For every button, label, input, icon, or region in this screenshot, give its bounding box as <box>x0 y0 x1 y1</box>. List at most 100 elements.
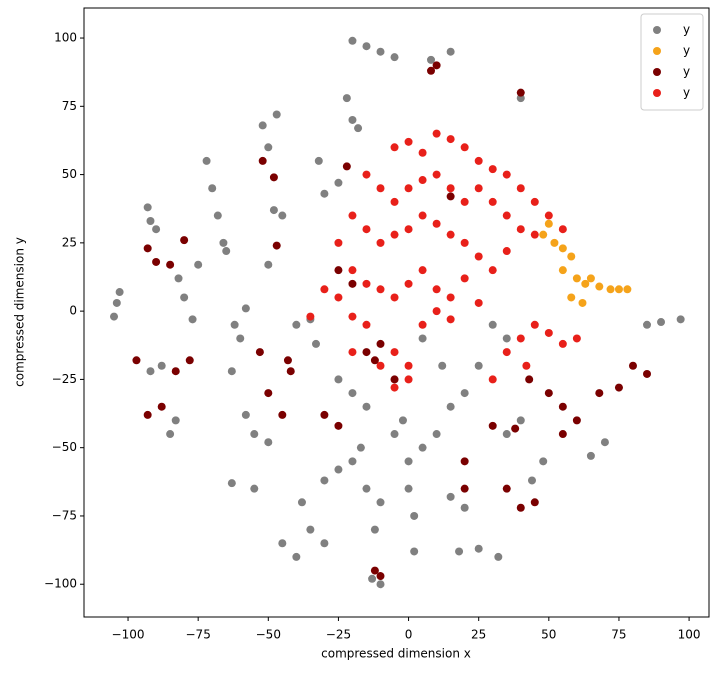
point <box>311 339 320 348</box>
legend-marker <box>653 47 661 55</box>
point <box>362 348 371 357</box>
point <box>390 143 399 152</box>
point <box>376 361 385 370</box>
point <box>166 430 175 439</box>
point <box>174 274 183 283</box>
point <box>516 184 525 193</box>
point <box>544 211 553 220</box>
point <box>460 274 469 283</box>
point <box>370 566 379 575</box>
point <box>558 266 567 275</box>
point <box>362 402 371 411</box>
point <box>297 498 306 507</box>
point <box>188 315 197 324</box>
point <box>283 356 292 365</box>
point <box>376 285 385 294</box>
point <box>516 503 525 512</box>
point <box>166 260 175 269</box>
point <box>418 148 427 157</box>
point <box>362 170 371 179</box>
point <box>306 312 315 321</box>
point <box>460 389 469 398</box>
point <box>376 184 385 193</box>
point <box>494 552 503 561</box>
point <box>390 230 399 239</box>
point <box>370 356 379 365</box>
point <box>446 230 455 239</box>
point <box>376 498 385 507</box>
point <box>488 375 497 384</box>
point <box>474 298 483 307</box>
point <box>460 143 469 152</box>
y-tick-label: 0 <box>69 304 77 318</box>
point <box>194 260 203 269</box>
point <box>143 203 152 212</box>
point <box>230 320 239 329</box>
point <box>320 539 329 548</box>
point <box>348 115 357 124</box>
point <box>432 307 441 316</box>
y-tick-label: 25 <box>62 235 77 249</box>
point <box>362 484 371 493</box>
point <box>143 410 152 419</box>
point <box>446 293 455 302</box>
point <box>446 315 455 324</box>
legend-label: y <box>683 23 690 37</box>
point <box>572 334 581 343</box>
point <box>334 465 343 474</box>
point <box>410 547 419 556</box>
x-tick-label: 100 <box>678 628 701 642</box>
point <box>404 457 413 466</box>
point <box>606 285 615 294</box>
point <box>488 197 497 206</box>
point <box>208 184 217 193</box>
point <box>530 498 539 507</box>
point <box>348 389 357 398</box>
y-tick-label: 75 <box>62 99 77 113</box>
point <box>152 225 161 234</box>
point <box>544 328 553 337</box>
point <box>348 36 357 45</box>
point <box>595 389 604 398</box>
point <box>250 484 259 493</box>
point <box>286 367 295 376</box>
point <box>334 266 343 275</box>
point <box>171 416 180 425</box>
legend-label: y <box>683 86 690 100</box>
point <box>623 285 632 294</box>
point <box>567 293 576 302</box>
point <box>488 165 497 174</box>
point <box>362 320 371 329</box>
point <box>342 162 351 171</box>
point <box>390 197 399 206</box>
point <box>219 238 228 247</box>
point <box>418 334 427 343</box>
point <box>522 361 531 370</box>
point <box>370 525 379 534</box>
point <box>146 367 155 376</box>
point <box>269 173 278 182</box>
point <box>446 492 455 501</box>
point <box>488 266 497 275</box>
point <box>418 176 427 185</box>
point <box>586 274 595 283</box>
point <box>539 230 548 239</box>
point <box>581 279 590 288</box>
point <box>516 88 525 97</box>
point <box>376 580 385 589</box>
plot-frame <box>83 7 710 618</box>
point <box>446 135 455 144</box>
point <box>348 266 357 275</box>
point <box>180 293 189 302</box>
point <box>530 320 539 329</box>
point <box>404 137 413 146</box>
point <box>474 156 483 165</box>
point <box>488 320 497 329</box>
point <box>460 457 469 466</box>
x-axis-label: compressed dimension x <box>321 647 471 661</box>
point <box>558 430 567 439</box>
point <box>586 451 595 460</box>
point <box>614 383 623 392</box>
point <box>376 572 385 581</box>
